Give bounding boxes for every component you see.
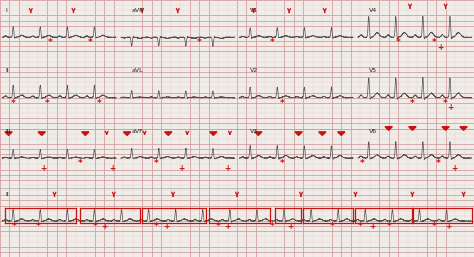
Text: +: + <box>40 164 47 173</box>
Text: *: * <box>154 222 159 231</box>
Text: *: * <box>431 222 436 231</box>
Text: *: * <box>197 38 201 47</box>
Text: *: * <box>270 222 275 231</box>
Text: I: I <box>5 8 7 13</box>
Text: *: * <box>280 159 284 168</box>
Text: *: * <box>386 222 391 231</box>
Text: *: * <box>431 38 436 47</box>
Polygon shape <box>38 132 46 135</box>
Text: +: + <box>101 222 108 231</box>
Text: +: + <box>438 43 444 52</box>
Text: *: * <box>47 38 52 47</box>
Text: III: III <box>5 129 11 134</box>
Text: V3: V3 <box>250 129 258 134</box>
Text: *: * <box>78 159 83 168</box>
Text: V1: V1 <box>250 8 258 13</box>
Text: *: * <box>436 159 441 168</box>
Text: *: * <box>154 159 159 168</box>
Polygon shape <box>409 127 416 130</box>
Text: *: * <box>358 222 363 231</box>
Text: aVR: aVR <box>132 8 144 13</box>
Text: V5: V5 <box>369 68 377 73</box>
Text: +: + <box>224 164 231 173</box>
Text: +: + <box>369 222 375 231</box>
Text: *: * <box>45 99 50 108</box>
Text: *: * <box>36 222 40 231</box>
Text: *: * <box>270 38 275 47</box>
Polygon shape <box>255 132 262 135</box>
Text: *: * <box>92 222 97 231</box>
Text: *: * <box>88 38 92 47</box>
Text: +: + <box>445 222 451 231</box>
Text: V2: V2 <box>250 68 258 73</box>
Text: II: II <box>5 68 9 73</box>
Polygon shape <box>82 132 89 135</box>
Text: +: + <box>451 164 457 173</box>
Text: II: II <box>5 192 9 197</box>
Text: *: * <box>443 99 448 108</box>
Text: *: * <box>329 222 334 231</box>
Polygon shape <box>385 127 392 130</box>
Text: aVL: aVL <box>132 68 144 73</box>
Polygon shape <box>295 132 302 135</box>
Text: *: * <box>410 99 415 108</box>
Polygon shape <box>5 132 12 135</box>
Text: *: * <box>11 99 16 108</box>
Text: +: + <box>163 222 169 231</box>
Polygon shape <box>164 132 172 135</box>
Text: *: * <box>280 99 284 108</box>
Text: *: * <box>97 99 102 108</box>
Text: *: * <box>360 159 365 168</box>
Polygon shape <box>210 132 217 135</box>
Polygon shape <box>442 127 449 130</box>
Text: V6: V6 <box>369 129 377 134</box>
Text: *: * <box>216 222 220 231</box>
Text: +: + <box>109 164 116 173</box>
Text: *: * <box>12 222 17 231</box>
Text: aVF: aVF <box>132 129 144 134</box>
Polygon shape <box>123 132 131 135</box>
Polygon shape <box>460 127 467 130</box>
Text: V4: V4 <box>369 8 377 13</box>
Polygon shape <box>337 132 345 135</box>
Text: +: + <box>178 164 184 173</box>
Text: *: * <box>396 38 401 47</box>
Text: +: + <box>447 103 454 113</box>
Polygon shape <box>319 132 326 135</box>
Text: +: + <box>287 222 293 231</box>
Text: +: + <box>224 222 231 231</box>
